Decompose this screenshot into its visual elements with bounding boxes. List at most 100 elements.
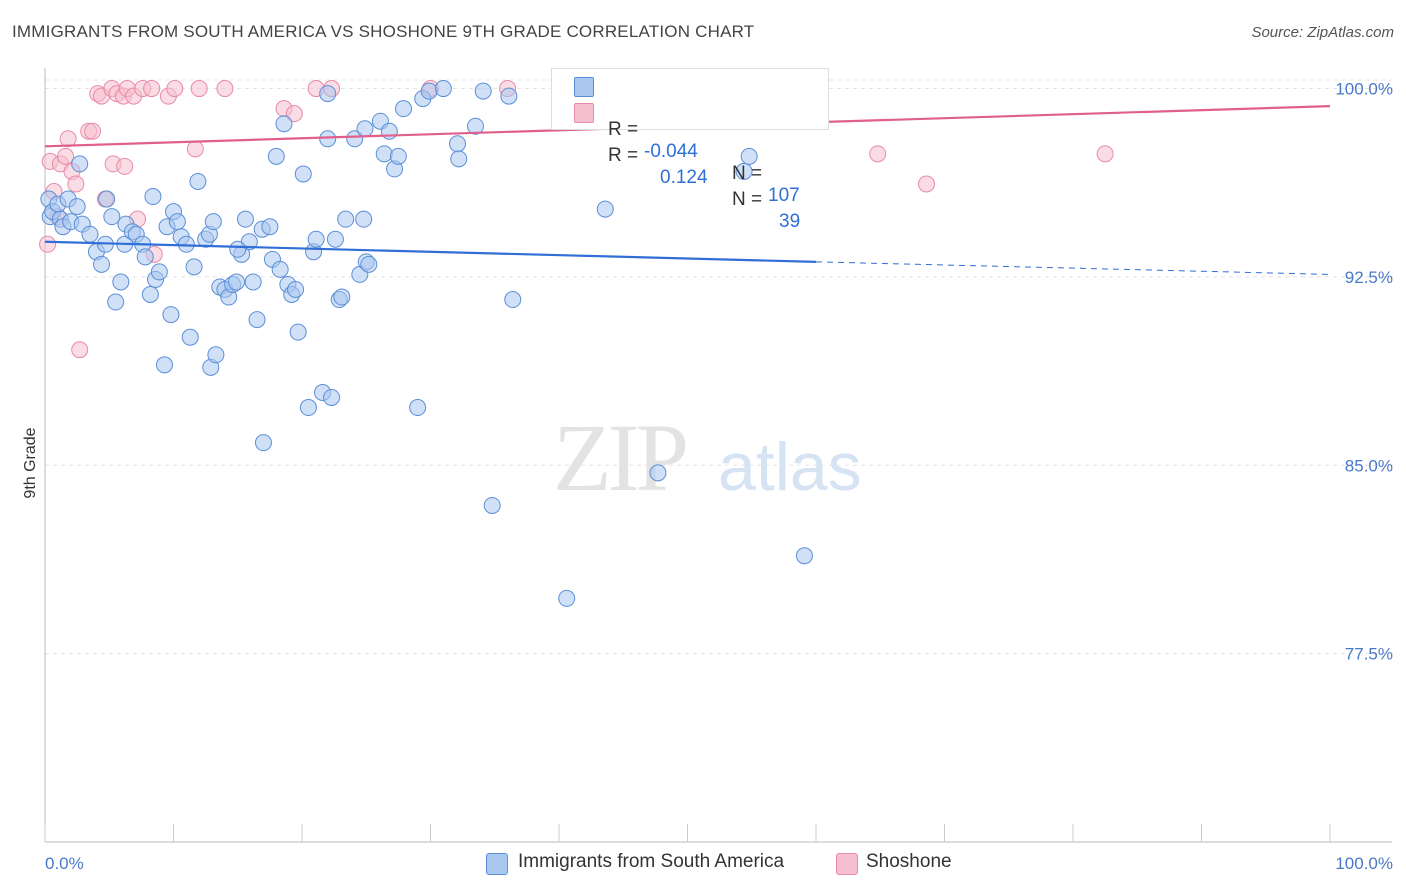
watermark-zip: ZIP	[553, 404, 686, 511]
legend-swatch-blue	[574, 77, 594, 97]
y-tick-label: 100.0%	[1335, 80, 1393, 99]
immigrants-point	[107, 293, 125, 311]
immigrants-point	[236, 210, 254, 228]
immigrants-point	[275, 115, 293, 133]
immigrants-trend-extension	[815, 261, 1331, 275]
immigrants-point	[380, 122, 398, 140]
immigrants-point	[156, 356, 174, 374]
immigrants-point	[287, 280, 305, 298]
immigrants-point	[409, 399, 427, 417]
zipatlas-watermark: ZIP atlas	[553, 404, 862, 511]
shoshone-point	[216, 80, 234, 98]
shoshone-point	[57, 147, 75, 165]
immigrants-point	[323, 388, 341, 406]
immigrants-point	[389, 147, 407, 165]
legend-row-blue: R = -0.044 N = 107	[574, 75, 800, 206]
immigrants-point	[735, 162, 753, 180]
legend-swatch-pink	[574, 103, 594, 123]
shoshone-point	[186, 140, 204, 158]
shoshone-point	[59, 130, 77, 148]
immigrants-point	[112, 273, 130, 291]
shoshone-point	[1096, 145, 1114, 163]
immigrants-point	[189, 172, 207, 190]
immigrants-point	[244, 273, 262, 291]
shoshone-point	[166, 80, 184, 98]
immigrants-point	[420, 82, 438, 100]
legend-n-label: N =	[732, 163, 763, 184]
shoshone-point	[71, 341, 89, 359]
y-axis-title: 9th Grade	[22, 427, 39, 498]
immigrants-point	[93, 255, 111, 273]
immigrants-point	[271, 260, 289, 278]
immigrants-point	[144, 188, 162, 206]
immigrants-point	[346, 130, 364, 148]
shoshone-point	[116, 157, 134, 175]
bottom-legend-swatch-blue	[486, 853, 508, 875]
immigrants-point	[504, 291, 522, 309]
immigrants-point	[307, 230, 325, 248]
immigrants-point	[356, 120, 374, 138]
x-tick-label: 0.0%	[45, 854, 84, 873]
chart-title: IMMIGRANTS FROM SOUTH AMERICA VS SHOSHON…	[12, 22, 755, 41]
chart-source: Source: ZipAtlas.com	[1251, 24, 1394, 41]
immigrants-point	[185, 258, 203, 276]
immigrants-point	[181, 328, 199, 346]
immigrants-point	[68, 198, 86, 216]
immigrants-point	[261, 218, 279, 236]
legend-r-value: -0.044	[644, 141, 698, 162]
immigrants-point	[227, 273, 245, 291]
immigrants-point	[395, 100, 413, 118]
immigrants-point	[248, 311, 266, 329]
legend-r-label: R =	[608, 145, 639, 166]
immigrants-point	[558, 589, 576, 607]
shoshone-point	[869, 145, 887, 163]
legend-n-label: N =	[732, 189, 763, 210]
immigrants-point	[360, 255, 378, 273]
watermark-atlas: atlas	[718, 429, 862, 505]
legend-n-value: 107	[768, 185, 800, 206]
shoshone-point	[190, 80, 208, 98]
immigrants-point	[204, 213, 222, 231]
immigrants-point	[254, 434, 272, 452]
immigrants-point	[229, 240, 247, 258]
immigrants-point	[319, 130, 337, 148]
shoshone-point	[143, 80, 161, 98]
immigrants-point	[337, 210, 355, 228]
x-tick-label: 100.0%	[1335, 854, 1393, 873]
immigrants-point	[795, 547, 813, 565]
immigrants-trend-line	[44, 240, 817, 263]
stats-legend: R = -0.044 N = 107 R = 0.124 N = 39	[551, 68, 829, 232]
y-tick-label: 77.5%	[1345, 645, 1393, 664]
legend-r-label: R =	[608, 119, 639, 140]
immigrants-point	[466, 117, 484, 135]
immigrants-point	[355, 210, 373, 228]
legend-n-value: 39	[779, 211, 801, 232]
shoshone-point	[67, 175, 85, 193]
legend-row-pink: R = 0.124 N = 39	[574, 101, 800, 232]
immigrants-point	[71, 155, 89, 173]
immigrants-point	[267, 147, 285, 165]
y-tick-label: 85.0%	[1345, 456, 1393, 475]
immigrants-point	[162, 306, 180, 324]
immigrants-point	[81, 225, 99, 243]
immigrants-point	[474, 82, 492, 100]
immigrants-point	[500, 87, 518, 105]
immigrants-point	[98, 190, 116, 208]
immigrants-point	[483, 496, 501, 514]
shoshone-point	[39, 235, 57, 253]
shoshone-point	[918, 175, 936, 193]
immigrants-point	[434, 80, 452, 98]
immigrants-point	[326, 230, 344, 248]
immigrants-point	[375, 145, 393, 163]
bottom-legend-swatch-pink	[836, 853, 858, 875]
immigrants-point	[596, 200, 614, 218]
immigrants-point	[740, 147, 758, 165]
bottom-legend-label-pink: Shoshone	[866, 851, 952, 872]
immigrants-point	[141, 285, 159, 303]
immigrants-point	[450, 150, 468, 168]
immigrants-point	[448, 135, 466, 153]
immigrants-point	[333, 288, 351, 306]
shoshone-point	[285, 105, 303, 123]
immigrants-point	[299, 399, 317, 417]
immigrants-point	[294, 165, 312, 183]
